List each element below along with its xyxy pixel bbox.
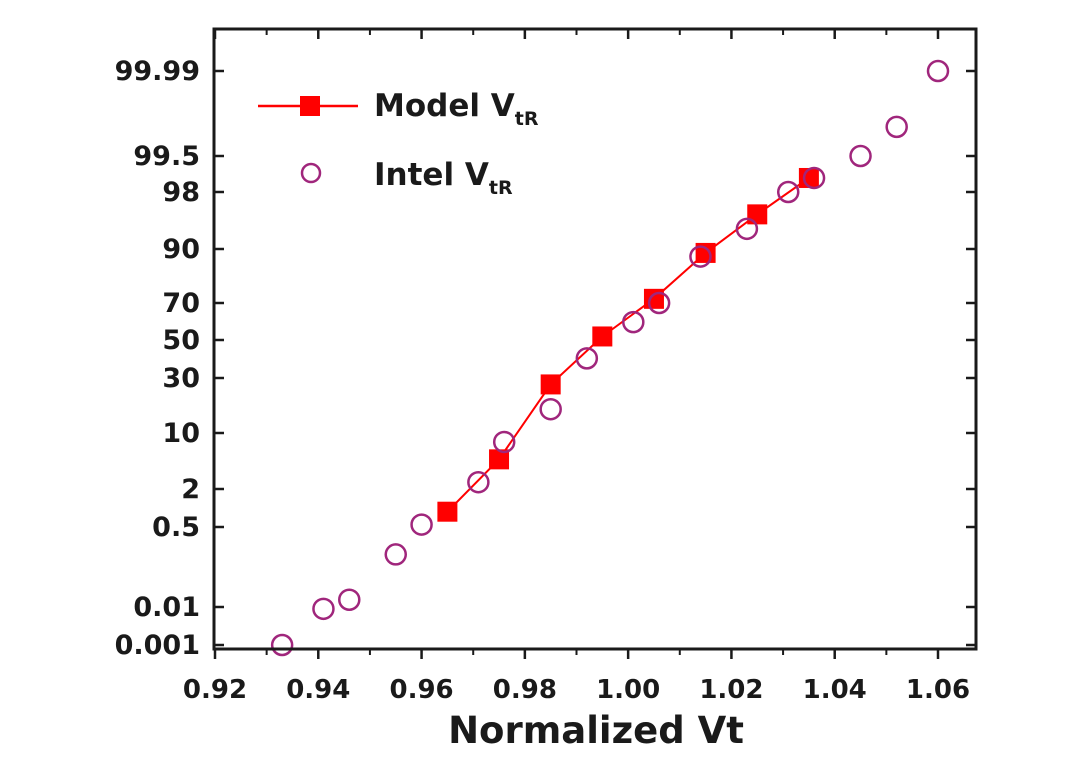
x-tick-label: 0.92: [183, 675, 247, 705]
y-tick-label: 0.001: [115, 630, 200, 661]
x-tick-label: 0.94: [286, 675, 350, 705]
intel-point: [776, 180, 800, 204]
intel-point: [647, 291, 671, 315]
y-tick-label: 0.01: [133, 592, 200, 623]
x-tick-label: 0.96: [389, 675, 453, 705]
legend-intel-marker: [300, 162, 322, 184]
y-tick-label: 70: [162, 288, 200, 319]
legend-intel-label: Intel VtR: [374, 157, 513, 199]
model-point: [747, 204, 768, 225]
y-tick-label: 98: [162, 177, 200, 208]
intel-point: [689, 245, 712, 268]
y-tick-label: 2: [181, 474, 200, 505]
intel-point: [575, 347, 599, 370]
legend: Model VtR Intel VtR: [258, 88, 539, 199]
y-tick-label: 90: [162, 234, 200, 265]
y-tick-label: 99.99: [115, 56, 200, 87]
intel-point: [338, 588, 361, 611]
model-point: [643, 288, 664, 309]
legend-model-label: Model VtR: [374, 88, 539, 130]
intel-point: [885, 115, 908, 139]
y-tick-label: 30: [162, 363, 200, 394]
x-tick-label: 0.98: [493, 675, 557, 705]
intel-point: [735, 217, 759, 241]
y-tick-label: 50: [162, 325, 200, 356]
intel-point: [622, 310, 645, 334]
x-tick-label: 1.06: [906, 675, 970, 705]
legend-model-marker: [300, 96, 320, 116]
y-tick-label: 0.5: [152, 512, 200, 543]
x-axis-label: Normalized Vt: [448, 709, 744, 752]
intel-point: [926, 59, 950, 83]
model-point: [540, 374, 561, 395]
intel-point: [802, 166, 826, 190]
intel-point: [410, 513, 433, 536]
intel-point: [312, 597, 335, 621]
intel-point: [270, 633, 294, 657]
x-tick-label: 1.04: [803, 675, 867, 705]
x-tick-label: 1.02: [699, 675, 763, 705]
model-point: [592, 326, 613, 347]
intel-point: [539, 397, 562, 421]
intel-point: [492, 430, 516, 454]
model-point: [798, 167, 819, 188]
intel-point: [384, 543, 407, 566]
intel-point: [849, 144, 872, 168]
x-tick-label: 1.00: [596, 675, 660, 705]
y-tick-label: 10: [162, 418, 200, 449]
model-point: [437, 501, 458, 522]
intel-point: [467, 470, 490, 494]
model-point: [489, 449, 510, 470]
y-tick-label: 99.5: [133, 141, 200, 172]
